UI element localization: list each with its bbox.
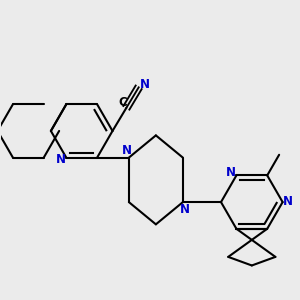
Text: N: N bbox=[56, 153, 66, 166]
Text: N: N bbox=[283, 195, 293, 208]
Text: N: N bbox=[180, 202, 190, 216]
Text: N: N bbox=[140, 78, 149, 91]
Text: C: C bbox=[118, 96, 127, 109]
Text: N: N bbox=[226, 167, 236, 179]
Text: N: N bbox=[122, 144, 132, 157]
